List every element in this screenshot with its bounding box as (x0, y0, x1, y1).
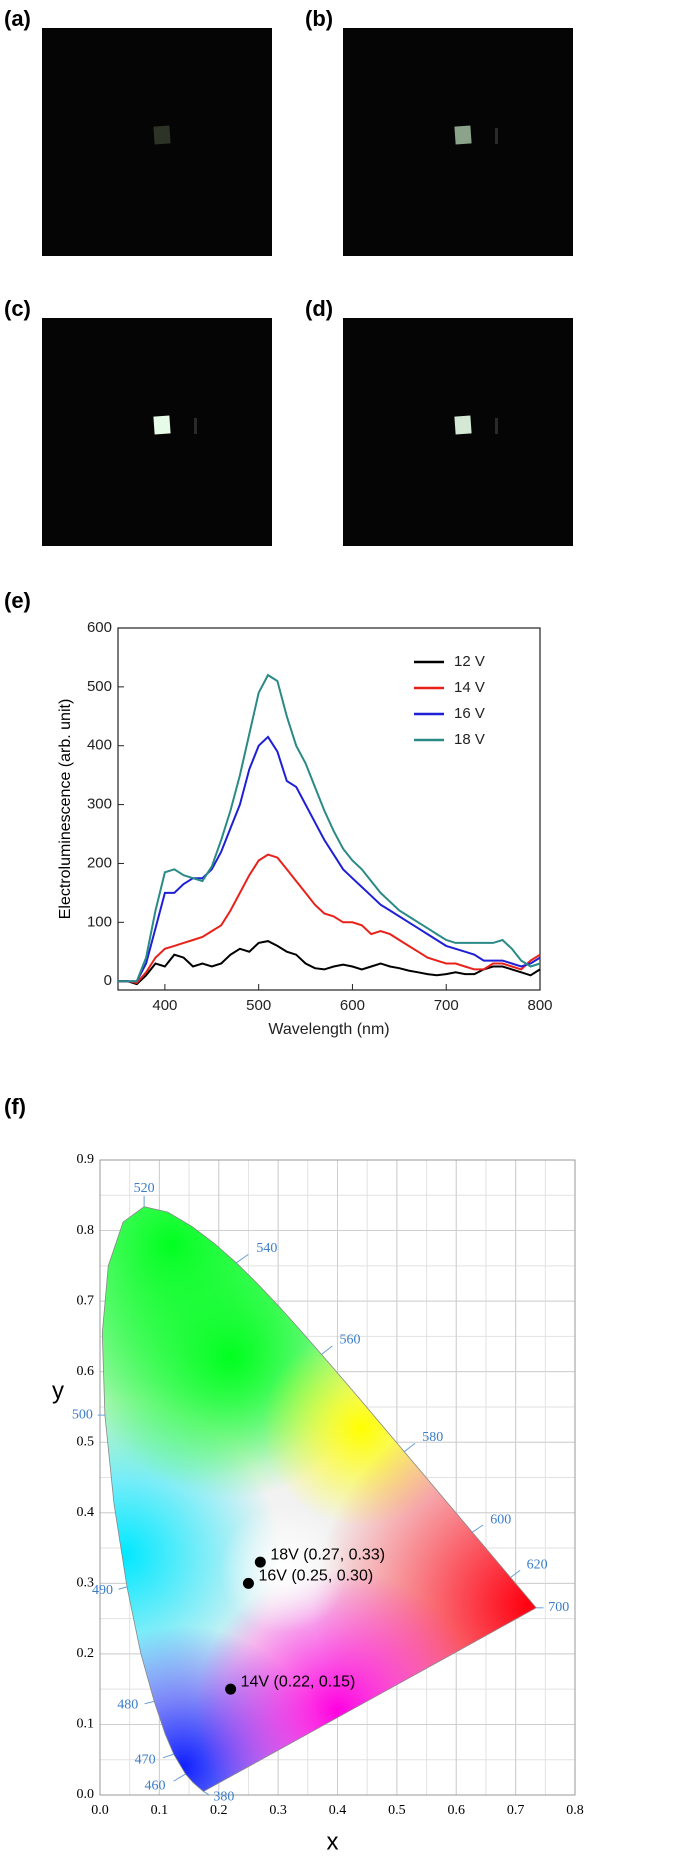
wavelength-label: 470 (135, 1752, 156, 1767)
series-line (118, 940, 541, 986)
y-axis-label: Electroluminescence (arb. unit) (57, 699, 74, 920)
color-blob (219, 1505, 349, 1633)
y-tick-label: 0.6 (77, 1364, 95, 1379)
wavelength-label: 380 (213, 1790, 234, 1805)
y-tick-label: 0.7 (77, 1293, 95, 1308)
x-tick-label: 0.3 (269, 1803, 287, 1818)
emission-spot (454, 415, 472, 435)
y-tick-label: 400 (87, 737, 112, 754)
x-axis-label: Wavelength (nm) (268, 1021, 389, 1038)
x-tick-label: 700 (434, 997, 459, 1014)
wavelength-label: 460 (145, 1778, 166, 1793)
wavelength-label: 490 (92, 1583, 113, 1598)
y-tick-label: 100 (87, 913, 112, 930)
emission-spot (153, 125, 171, 145)
cie-chart: (f) 0.0 0.1 0.2 0.3 0.4 0.5 0.6 0.7 0.8 0.0 0.1 0.2 0… (4, 1094, 584, 1856)
y-tick-label: 0.8 (77, 1223, 95, 1238)
x-tick-label: 0.6 (448, 1803, 466, 1818)
series-line (118, 673, 541, 983)
y-tick-label: 0.4 (77, 1505, 95, 1520)
panel-label: (d) (305, 296, 333, 321)
x-tick-label: 0.0 (91, 1803, 109, 1818)
panel-label: (f) (4, 1094, 26, 1119)
x-tick-label: 0.1 (151, 1803, 169, 1818)
wavelength-label: 580 (422, 1430, 443, 1445)
y-tick-label: 0.2 (77, 1646, 95, 1661)
x-tick-label: 0.7 (507, 1803, 525, 1818)
wavelength-tick (236, 1253, 249, 1264)
y-tick-label: 600 (87, 619, 112, 636)
y-tick-label: 0.1 (77, 1717, 95, 1732)
legend-label: 18 V (454, 731, 485, 748)
wavelength-tick (321, 1345, 333, 1355)
wavelength-tick (203, 1791, 210, 1796)
spectrum-chart: (e) 0 100 200 300 400 500 600 400 500 600 700 800 Wav… (4, 588, 553, 1038)
y-tick-label: 0.5 (77, 1434, 95, 1449)
panel-label: (e) (4, 588, 31, 613)
y-tick-label: 300 (87, 796, 112, 813)
wavelength-tick (118, 1586, 128, 1590)
wavelength-label: 620 (527, 1558, 548, 1573)
emission-spot (153, 415, 171, 435)
y-tick-label: 500 (87, 678, 112, 695)
emission-spot (454, 125, 472, 145)
plot-frame (99, 1159, 576, 1796)
y-tick-label: 200 (87, 854, 112, 871)
x-tick-label: 800 (527, 997, 552, 1014)
x-tick-label: 0.4 (329, 1803, 347, 1818)
legend-label: 12 V (454, 653, 485, 670)
wavelength-tick (510, 1569, 521, 1578)
x-tick-label: 0.5 (388, 1803, 406, 1818)
x-tick-label: 600 (340, 997, 365, 1014)
y-tick-label: 0 (104, 972, 112, 989)
x-tick-label: 0.2 (210, 1803, 228, 1818)
point-label: 16V (0.25, 0.30) (258, 1568, 373, 1585)
wavelength-label: 600 (490, 1512, 511, 1527)
panel-label: (a) (4, 6, 31, 31)
wavelength-label: 480 (117, 1698, 138, 1713)
wavelength-tick (403, 1442, 416, 1453)
legend-label: 16 V (454, 705, 485, 722)
y-tick-label: 0.0 (77, 1787, 95, 1802)
y-tick-label: 0.3 (77, 1576, 95, 1591)
point-label: 18V (0.27, 0.33) (270, 1546, 385, 1563)
wavelength-label: 560 (340, 1333, 361, 1348)
x-tick-label: 400 (152, 997, 177, 1014)
spectral-locus (101, 1206, 537, 1792)
wavelength-label: 500 (72, 1407, 93, 1422)
point-label: 14V (0.22, 0.15) (241, 1673, 356, 1690)
photo (42, 28, 272, 256)
x-axis-label: x (327, 1828, 339, 1855)
y-tick-label: 0.9 (77, 1152, 95, 1167)
data-point (242, 1577, 254, 1589)
reflection (495, 418, 498, 434)
wavelength-label: 540 (256, 1241, 277, 1256)
wavelength-tick (472, 1524, 484, 1533)
plot-frame (117, 627, 541, 991)
data-point (225, 1683, 237, 1695)
series-line (118, 853, 541, 984)
wavelength-tick (173, 1773, 186, 1782)
photo-panels: (a) (b) (c) (d) (4, 6, 573, 546)
x-tick-label: 0.8 (566, 1803, 584, 1818)
panel-label: (b) (305, 6, 333, 31)
x-tick-label: 500 (246, 997, 271, 1014)
y-axis-label: y (52, 1377, 64, 1404)
wavelength-tick (162, 1753, 174, 1759)
legend-label: 14 V (454, 679, 485, 696)
reflection (194, 418, 197, 434)
series-line (118, 735, 541, 983)
reflection (495, 128, 498, 144)
panel-label: (c) (4, 296, 31, 321)
wavelength-tick (144, 1700, 155, 1705)
wavelength-label: 520 (134, 1181, 155, 1196)
wavelength-label: 700 (548, 1600, 569, 1615)
data-point (254, 1556, 266, 1568)
